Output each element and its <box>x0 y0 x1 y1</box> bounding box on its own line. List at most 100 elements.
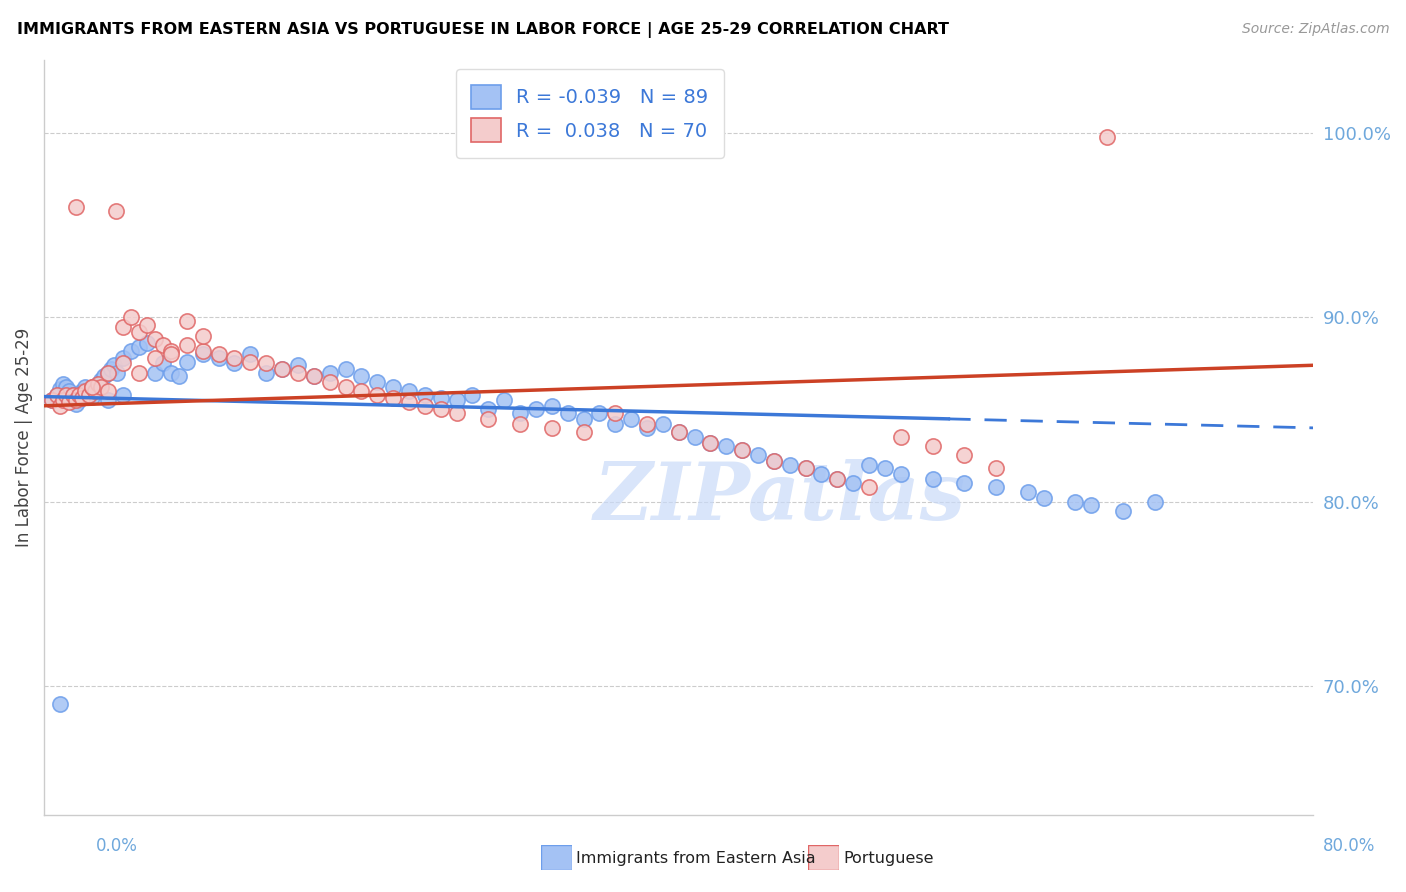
Point <box>90 380 112 394</box>
Point <box>55 380 77 394</box>
Point <box>540 421 562 435</box>
Point <box>58 384 80 398</box>
Point <box>1095 130 1118 145</box>
Point <box>97 393 120 408</box>
Point <box>58 395 80 409</box>
Point <box>335 362 357 376</box>
Y-axis label: In Labor Force | Age 25-29: In Labor Force | Age 25-29 <box>15 327 32 547</box>
Point <box>83 384 105 398</box>
Point <box>45 388 67 402</box>
Point <box>413 399 436 413</box>
Point <box>524 402 547 417</box>
Point <box>65 392 87 406</box>
Point <box>97 366 120 380</box>
Point <box>794 461 817 475</box>
Point <box>605 417 627 432</box>
Point <box>540 399 562 413</box>
Point <box>366 375 388 389</box>
Point <box>207 351 229 365</box>
Point <box>207 347 229 361</box>
Point <box>762 454 785 468</box>
Point <box>429 392 451 406</box>
Point <box>87 376 110 391</box>
Point <box>120 343 142 358</box>
Point <box>176 314 198 328</box>
Point <box>413 388 436 402</box>
Point <box>80 390 103 404</box>
Point <box>731 442 754 457</box>
Point <box>87 376 110 391</box>
Point <box>65 200 87 214</box>
Point <box>65 397 87 411</box>
Point <box>176 354 198 368</box>
Text: Source: ZipAtlas.com: Source: ZipAtlas.com <box>1241 22 1389 37</box>
Point <box>136 336 159 351</box>
Point <box>52 393 75 408</box>
Point <box>75 380 97 394</box>
Point <box>104 203 127 218</box>
Text: IMMIGRANTS FROM EASTERN ASIA VS PORTUGUESE IN LABOR FORCE | AGE 25-29 CORRELATIO: IMMIGRANTS FROM EASTERN ASIA VS PORTUGUE… <box>17 22 949 38</box>
Point <box>41 393 63 408</box>
Point <box>557 406 579 420</box>
Point <box>97 366 120 380</box>
Point <box>41 393 63 408</box>
Point <box>93 369 115 384</box>
Point <box>287 358 309 372</box>
Point <box>160 343 183 358</box>
Point <box>191 343 214 358</box>
Text: 80.0%: 80.0% <box>1323 837 1375 855</box>
Point <box>810 467 832 481</box>
Point <box>477 411 499 425</box>
Point <box>779 458 801 472</box>
Point <box>747 449 769 463</box>
Point <box>350 369 373 384</box>
Point <box>302 369 325 384</box>
Point <box>271 362 294 376</box>
Point <box>224 356 246 370</box>
Point <box>683 430 706 444</box>
Point <box>80 384 103 398</box>
Point <box>224 351 246 365</box>
Point <box>716 439 738 453</box>
Point <box>62 388 84 402</box>
Point <box>77 388 100 402</box>
Point <box>143 333 166 347</box>
Point <box>287 366 309 380</box>
Text: Immigrants from Eastern Asia: Immigrants from Eastern Asia <box>576 851 815 865</box>
Point <box>921 439 943 453</box>
Point <box>176 338 198 352</box>
Point <box>620 411 643 425</box>
Point <box>128 340 150 354</box>
Point <box>731 442 754 457</box>
Point <box>254 366 277 380</box>
Point <box>699 435 721 450</box>
Point <box>1032 491 1054 505</box>
Point <box>429 402 451 417</box>
Point <box>636 421 658 435</box>
Point <box>494 393 516 408</box>
Point <box>842 476 865 491</box>
Point <box>120 310 142 325</box>
Point <box>827 472 849 486</box>
Text: 0.0%: 0.0% <box>96 837 138 855</box>
Point <box>366 388 388 402</box>
Point <box>335 380 357 394</box>
Point <box>75 384 97 398</box>
Point <box>152 338 174 352</box>
Point <box>143 351 166 365</box>
Point <box>52 376 75 391</box>
Point <box>80 380 103 394</box>
Point <box>55 388 77 402</box>
Point <box>953 476 976 491</box>
Point <box>953 449 976 463</box>
Point <box>762 454 785 468</box>
Point <box>49 399 72 413</box>
Point <box>572 411 595 425</box>
Point <box>103 358 125 372</box>
Point <box>509 406 531 420</box>
Point <box>136 318 159 332</box>
Text: ZIPatlas: ZIPatlas <box>595 458 966 536</box>
Point <box>100 362 122 376</box>
Point <box>588 406 610 420</box>
Point <box>80 380 103 394</box>
